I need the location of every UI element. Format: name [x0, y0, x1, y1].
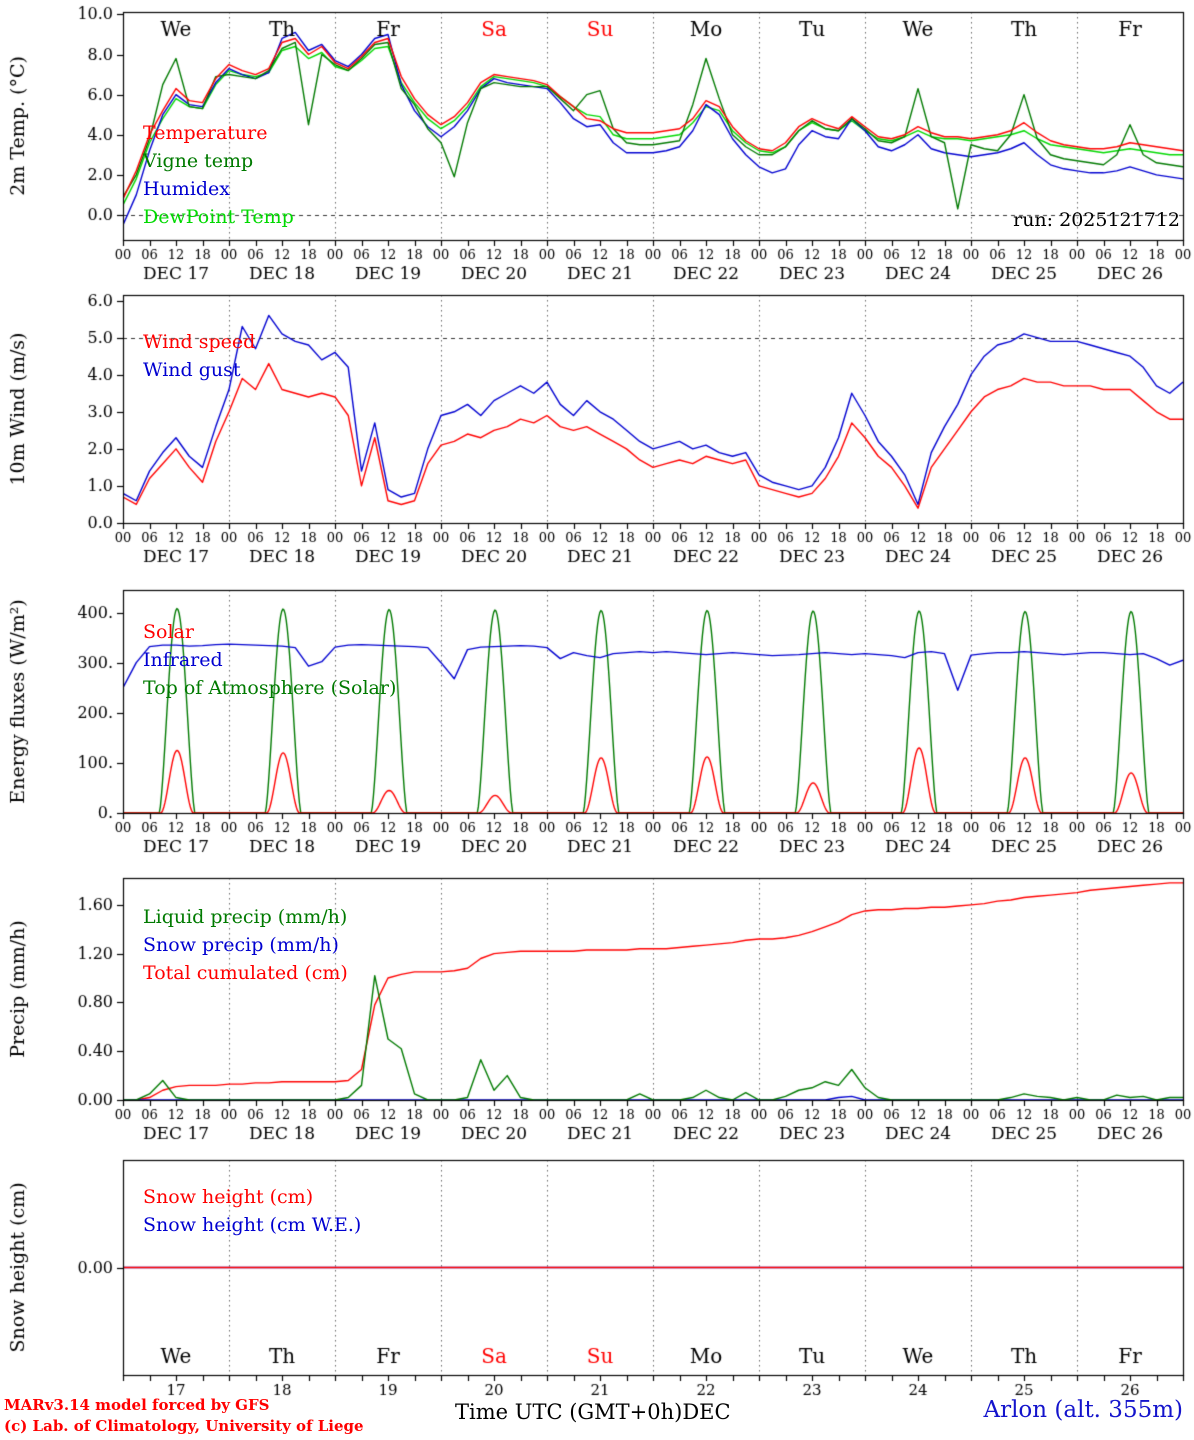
time-axis-label: Time UTC (GMT+0h)DEC: [455, 1400, 731, 1424]
legend-temperature: Temperature: [143, 122, 268, 144]
legend-snow-precip: Snow precip (mm/h): [143, 934, 339, 956]
legend-toa-solar: Top of Atmosphere (Solar): [143, 677, 397, 699]
legend-infrared: Infrared: [143, 649, 223, 671]
legend-solar: Solar: [143, 621, 194, 643]
lab-credit: (c) Lab. of Climatology, University of L…: [4, 1417, 364, 1435]
legend-wind-gust: Wind gust: [143, 359, 241, 381]
legend-dewpoint-temp: DewPoint Temp: [143, 206, 294, 228]
model-credit: MARv3.14 model forced by GFS: [4, 1396, 270, 1414]
run-label: run: 2025121712: [1013, 209, 1180, 231]
legend-snow-height: Snow height (cm): [143, 1186, 314, 1208]
legend-humidex: Humidex: [143, 178, 231, 200]
legend-vigne-temp: Vigne temp: [143, 150, 254, 172]
time-axis-label-text: Time UTC (GMT+0h): [455, 1400, 683, 1424]
legend-snow-height-we: Snow height (cm W.E.): [143, 1214, 362, 1236]
station-label: Arlon (alt. 355m): [983, 1397, 1183, 1423]
legend-total-cumulated: Total cumulated (cm): [143, 962, 348, 984]
legend-wind-speed: Wind speed: [143, 331, 256, 353]
legend-liquid-precip: Liquid precip (mm/h): [143, 906, 348, 928]
month-label: DEC: [682, 1400, 731, 1424]
